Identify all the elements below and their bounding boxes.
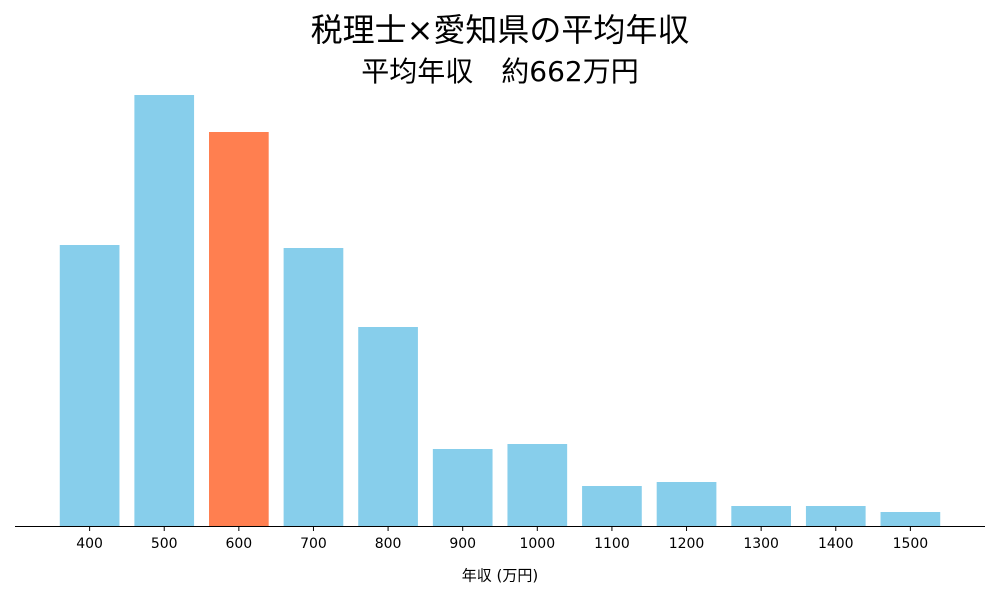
x-tick-label: 1200 (669, 536, 705, 552)
bar (358, 327, 418, 526)
bar (656, 482, 717, 526)
x-tick-label: 1400 (818, 536, 854, 552)
bar (731, 506, 791, 526)
x-tick-label: 1000 (519, 536, 555, 552)
x-tick-label: 700 (300, 536, 327, 552)
x-tick-label: 400 (76, 536, 103, 552)
x-tick-label: 1300 (743, 536, 779, 552)
bar (582, 486, 642, 526)
x-tick-label: 800 (375, 536, 402, 552)
bar (209, 132, 269, 526)
bar (432, 449, 493, 526)
chart-subtitle: 平均年収 約662万円 (361, 55, 638, 88)
bar (805, 506, 866, 526)
x-tick-label: 1100 (594, 536, 630, 552)
x-tick-label: 1500 (893, 536, 929, 552)
x-tick-label: 900 (449, 536, 476, 552)
bar (880, 512, 941, 526)
x-tick-label: 500 (151, 536, 178, 552)
bar (283, 248, 344, 526)
bar (507, 444, 568, 526)
x-axis-label: 年収 (万円) (462, 567, 538, 585)
x-tick-label: 600 (225, 536, 252, 552)
bar (134, 95, 195, 526)
bar (59, 245, 120, 526)
chart-title: 税理士×愛知県の平均年収 (311, 11, 690, 49)
